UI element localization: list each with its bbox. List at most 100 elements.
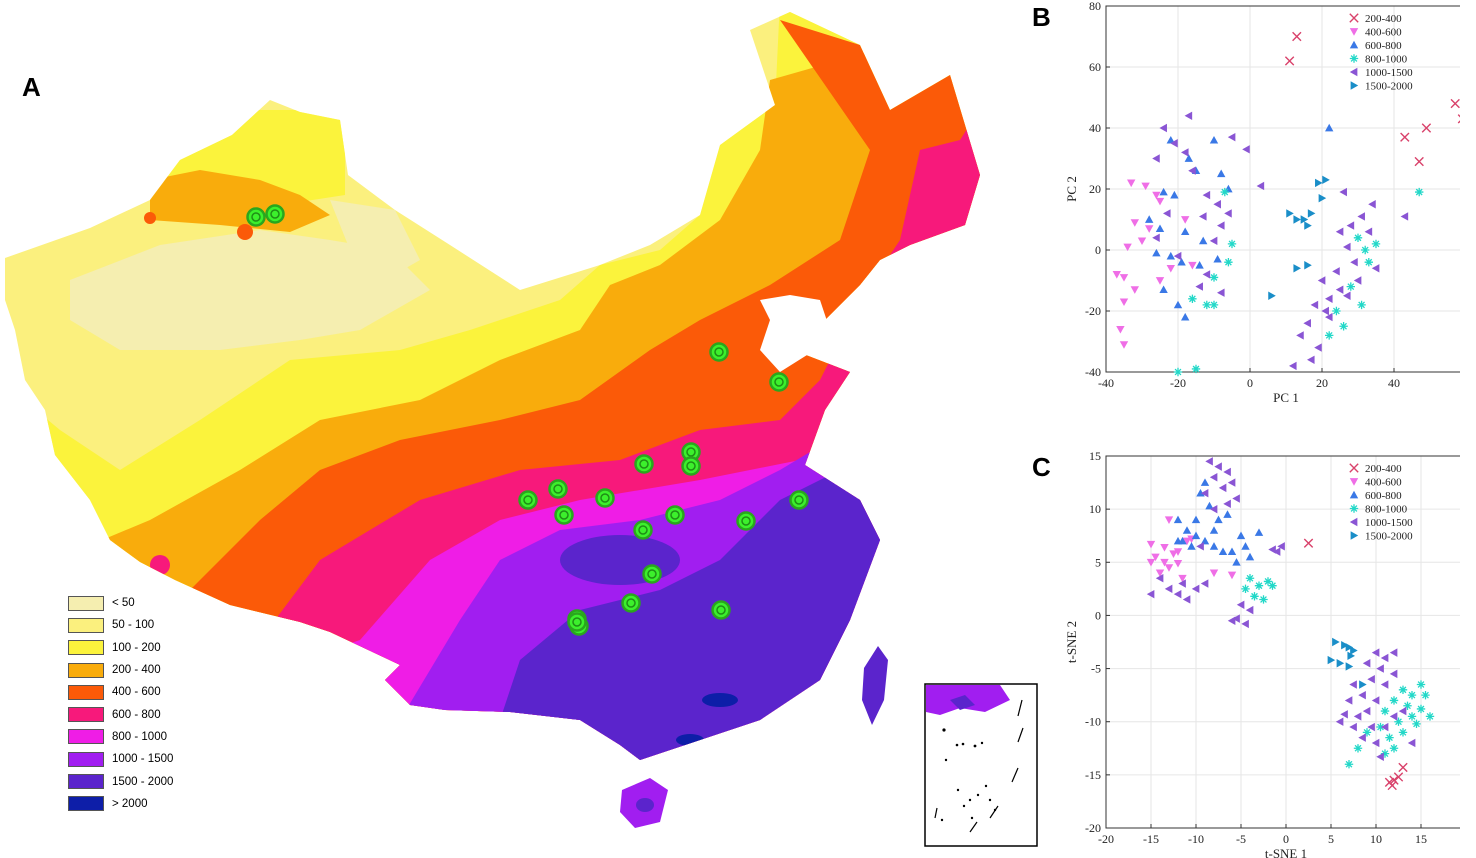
data-point <box>1415 187 1424 197</box>
sampling-site-ring <box>626 598 636 608</box>
data-point <box>1209 300 1219 310</box>
data-point <box>1173 251 1182 261</box>
data-point <box>1182 595 1191 604</box>
data-point <box>1307 209 1316 218</box>
data-point <box>1173 548 1183 556</box>
data-point <box>1398 685 1408 695</box>
sampling-site-marker <box>621 593 641 613</box>
data-point <box>1263 577 1273 586</box>
data-point <box>1332 267 1340 276</box>
data-point <box>1112 271 1121 279</box>
legend-label: 1500 - 2000 <box>112 775 174 788</box>
data-point <box>1284 56 1295 66</box>
data-point <box>1127 179 1136 188</box>
panel-label-c: C <box>1032 452 1051 482</box>
legend-entry: 800-1000 <box>1365 504 1408 516</box>
legend-swatch <box>68 640 104 656</box>
x-axis-title: PC 1 <box>1273 390 1299 405</box>
data-point <box>1241 619 1249 629</box>
y-tick-label: -20 <box>1085 304 1101 318</box>
legend-label: 600 - 800 <box>112 708 161 721</box>
data-point <box>1223 510 1232 518</box>
data-point <box>1200 536 1210 545</box>
legend-entry: 800-1000 <box>1365 54 1408 66</box>
data-point <box>1414 156 1424 167</box>
sampling-sites <box>246 204 809 636</box>
data-point <box>1146 540 1156 549</box>
data-point <box>1184 154 1193 162</box>
legend-entry: 1500-2000 <box>1365 531 1413 543</box>
data-point <box>1164 516 1174 524</box>
y-axis-title: PC 2 <box>1064 176 1079 202</box>
data-point <box>1289 361 1297 371</box>
sampling-site-marker <box>595 488 615 508</box>
map-legend: < 50 50 - 100 100 - 200 200 - 400 400 - … <box>68 592 238 815</box>
data-point <box>1412 719 1421 729</box>
data-point <box>1241 584 1250 594</box>
data-point <box>1152 191 1161 200</box>
data-point <box>1166 264 1175 273</box>
sampling-site-marker <box>769 372 789 392</box>
y-axis-title: t-SNE 2 <box>1064 621 1079 663</box>
legend-entry: 1500-2000 <box>1365 81 1413 93</box>
sampling-site-ring <box>670 510 680 520</box>
x-tick-label: 5 <box>1328 832 1334 846</box>
data-point <box>1314 343 1322 352</box>
data-point <box>1137 237 1147 246</box>
data-point <box>1325 123 1334 132</box>
sampling-site-marker <box>567 612 587 632</box>
data-point <box>1358 733 1366 742</box>
data-point <box>1209 526 1219 534</box>
series-200-400 <box>1284 31 1460 167</box>
data-point <box>1296 331 1304 340</box>
data-point <box>1173 300 1183 309</box>
series-600-800 <box>1173 478 1264 566</box>
legend-swatch <box>68 774 104 790</box>
zone-under-50-east <box>330 200 420 280</box>
data-point <box>1380 680 1389 689</box>
legend-label: 200 - 400 <box>112 664 161 677</box>
sampling-site-ring <box>572 617 582 627</box>
data-point <box>1188 166 1196 175</box>
zone-under-50 <box>70 230 430 350</box>
legend-entry: 1000-1500 <box>1365 67 1413 79</box>
data-point <box>1272 547 1281 556</box>
data-point <box>1214 515 1223 524</box>
data-point <box>1166 136 1175 144</box>
legend-marker <box>1350 81 1359 90</box>
data-point <box>1357 212 1365 221</box>
data-point <box>1327 655 1336 665</box>
legend-item: < 50 <box>68 592 238 614</box>
data-point <box>1196 542 1204 551</box>
y-tick-label: 60 <box>1089 60 1101 74</box>
data-point <box>1205 501 1214 510</box>
data-point <box>1173 559 1183 568</box>
data-point <box>1268 291 1276 300</box>
data-point <box>1241 542 1250 550</box>
data-point <box>1173 536 1183 545</box>
data-point <box>1407 712 1417 721</box>
data-point <box>1141 182 1150 191</box>
legend-entry: 200-400 <box>1365 13 1402 25</box>
legend-label: 100 - 200 <box>112 641 161 654</box>
zone-over-2000-coast <box>676 734 704 746</box>
data-point <box>1293 264 1301 273</box>
data-point <box>1350 646 1358 655</box>
y-tick-label: 15 <box>1089 450 1101 463</box>
data-point <box>1170 190 1179 199</box>
data-point <box>1335 285 1344 294</box>
data-point <box>1191 364 1201 374</box>
x-tick-label: -5 <box>1236 832 1246 846</box>
data-point <box>1163 209 1171 218</box>
sampling-site-marker <box>642 564 662 584</box>
data-point <box>1400 212 1409 221</box>
series-1500-2000 <box>1327 637 1367 689</box>
x-tick-label: 0 <box>1283 832 1289 846</box>
data-point <box>1191 515 1201 524</box>
legend-item: 1500 - 2000 <box>68 770 238 792</box>
data-point <box>1416 680 1426 689</box>
x-tick-label: 15 <box>1415 832 1427 846</box>
data-point <box>1268 545 1276 554</box>
